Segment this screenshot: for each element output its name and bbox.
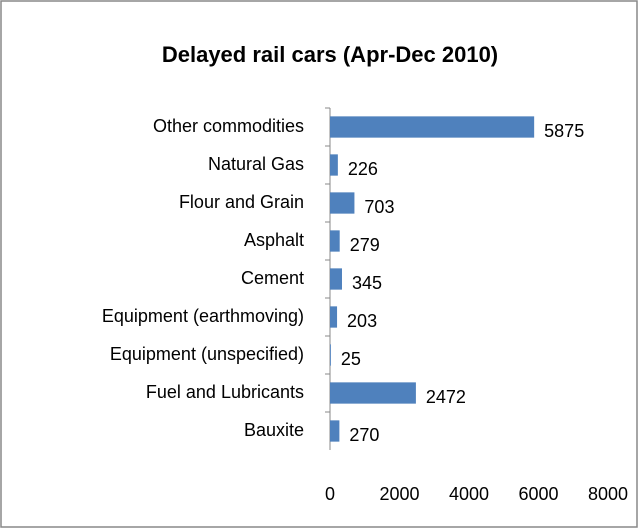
x-tick-label: 6000 bbox=[518, 484, 558, 504]
x-tick-label: 4000 bbox=[449, 484, 489, 504]
data-label: 5875 bbox=[544, 121, 584, 141]
bar bbox=[330, 344, 331, 366]
y-tick-label: Flour and Grain bbox=[179, 192, 304, 212]
y-tick-label: Equipment (unspecified) bbox=[110, 344, 304, 364]
y-tick-label: Natural Gas bbox=[208, 154, 304, 174]
chart-title: Delayed rail cars (Apr-Dec 2010) bbox=[162, 42, 498, 67]
y-tick-label: Bauxite bbox=[244, 420, 304, 440]
bar bbox=[330, 268, 342, 290]
x-tick-label: 8000 bbox=[588, 484, 628, 504]
x-tick-label: 0 bbox=[325, 484, 335, 504]
data-label: 279 bbox=[350, 235, 380, 255]
bar bbox=[330, 116, 535, 138]
bar bbox=[330, 192, 355, 214]
bar bbox=[330, 420, 340, 442]
y-tick-label: Fuel and Lubricants bbox=[146, 382, 304, 402]
bar bbox=[330, 230, 340, 252]
data-label: 25 bbox=[341, 349, 361, 369]
y-tick-label: Cement bbox=[241, 268, 304, 288]
y-tick-label: Asphalt bbox=[244, 230, 304, 250]
data-label: 345 bbox=[352, 273, 382, 293]
y-tick-label: Other commodities bbox=[153, 116, 304, 136]
x-tick-label: 2000 bbox=[379, 484, 419, 504]
bar bbox=[330, 154, 338, 176]
data-label: 703 bbox=[364, 197, 394, 217]
data-label: 2472 bbox=[426, 387, 466, 407]
bar bbox=[330, 382, 416, 404]
data-label: 203 bbox=[347, 311, 377, 331]
bar bbox=[330, 306, 338, 328]
data-label: 270 bbox=[349, 425, 379, 445]
y-tick-label: Equipment (earthmoving) bbox=[102, 306, 304, 326]
data-label: 226 bbox=[348, 159, 378, 179]
